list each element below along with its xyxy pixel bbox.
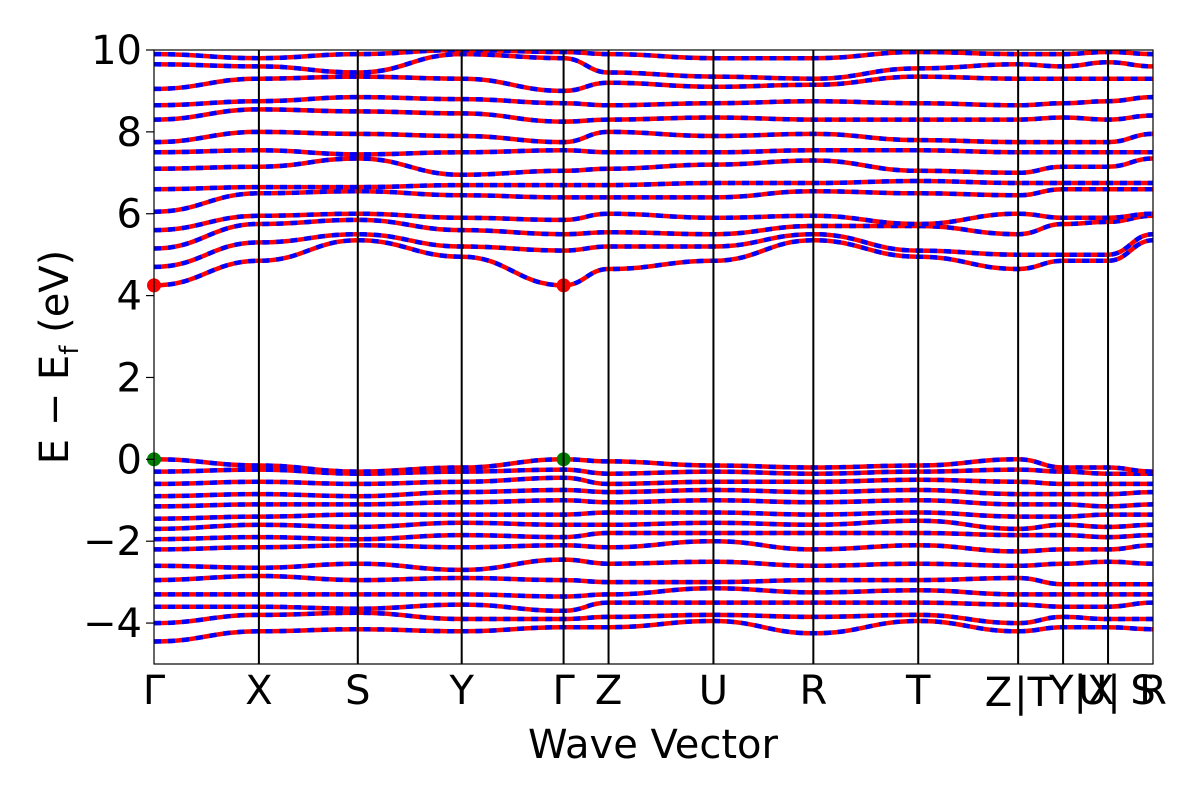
- band-line-blue-6: [154, 538, 1153, 554]
- band-line-blue-15: [154, 238, 1153, 288]
- y-axis-label-unit: (eV): [32, 250, 78, 346]
- y-tick-label: 10: [91, 28, 142, 74]
- y-tick-label: −4: [83, 601, 142, 647]
- kpath-label-0: Γ: [143, 668, 166, 714]
- kpath-label-9: Z: [985, 670, 1012, 716]
- band-line-blue-12: [154, 475, 1153, 487]
- band-line-blue-1: [154, 610, 1153, 626]
- band-line-blue-24: [154, 107, 1153, 124]
- band-line-red-1: [154, 610, 1153, 626]
- y-ticks-layer: −4 −2 0 2 4 6 8 10: [83, 28, 154, 647]
- band-line-blue-26: [154, 74, 1153, 94]
- kpath-label-14: R: [1139, 668, 1167, 714]
- band-line-blue-9: [154, 510, 1153, 521]
- y-axis-label-subscript: f: [55, 345, 85, 355]
- band-line-blue-17: [154, 213, 1153, 251]
- band-line-blue-8: [154, 518, 1153, 532]
- band-line-blue-20: [154, 178, 1153, 192]
- band-line-red-12: [154, 475, 1153, 487]
- band-line-blue-14: [154, 457, 1153, 474]
- band-line-blue-10: [154, 498, 1153, 509]
- band-line-red-26: [154, 74, 1153, 94]
- band-line-red-24: [154, 107, 1153, 124]
- band-line-red-18: [154, 211, 1153, 233]
- kpath-label-10: |T: [1014, 670, 1052, 716]
- kpath-label-2: S: [345, 668, 370, 714]
- kpath-label-6: U: [699, 668, 728, 714]
- band-line-blue-4: [154, 573, 1153, 587]
- bands-layer: [154, 50, 1153, 644]
- band-line-red-28: [154, 50, 1153, 61]
- y-tick-label: 6: [117, 192, 142, 238]
- band-line-red-20: [154, 178, 1153, 192]
- band-line-blue-25: [154, 94, 1153, 108]
- band-line-blue-23: [154, 129, 1153, 145]
- x-axis-label: Wave Vector: [528, 722, 779, 768]
- band-line-blue-3: [154, 586, 1153, 599]
- y-axis-label-main: E − E: [32, 355, 78, 465]
- band-line-red-2: [154, 600, 1153, 614]
- band-line-red-11: [154, 487, 1153, 499]
- band-line-red-6: [154, 538, 1153, 554]
- band-line-red-21: [154, 156, 1153, 178]
- x-labels-layer: Γ X S Y Γ Z U R T Z |TY|XU| SR: [143, 668, 1167, 716]
- band-line-red-25: [154, 94, 1153, 108]
- y-axis-label: E − Ef (eV): [32, 250, 85, 465]
- kpath-label-11: Y|X: [1048, 668, 1114, 714]
- y-tick-label: 8: [117, 110, 142, 156]
- kpath-label-7: R: [799, 668, 827, 714]
- kpath-label-12: U|: [1078, 668, 1121, 714]
- band-line-red-10: [154, 498, 1153, 509]
- y-tick-label: 4: [117, 274, 142, 320]
- plot-frame: [153, 49, 1154, 665]
- y-tick-label: 0: [117, 437, 142, 483]
- band-line-blue-7: [154, 530, 1153, 542]
- band-line-blue-22: [154, 148, 1153, 157]
- y-tick-label: 2: [117, 355, 142, 401]
- kpath-label-8: T: [905, 668, 931, 714]
- band-line-red-19: [154, 186, 1153, 214]
- band-line-blue-16: [154, 231, 1153, 270]
- band-line-blue-27: [154, 51, 1153, 81]
- kpath-label-13: S: [1130, 668, 1155, 714]
- band-line-red-23: [154, 129, 1153, 145]
- band-line-red-22: [154, 148, 1153, 157]
- band-line-red-7: [154, 530, 1153, 542]
- band-line-blue-28: [154, 50, 1153, 61]
- kpath-label-4: Γ: [552, 668, 575, 714]
- kpath-lines-layer: [257, 50, 1110, 664]
- band-line-blue-11: [154, 487, 1153, 499]
- kpath-label-3: Y: [448, 668, 474, 714]
- kpath-label-1: X: [245, 668, 272, 714]
- y-tick-label: −2: [83, 519, 142, 565]
- band-line-blue-2: [154, 600, 1153, 614]
- band-line-red-3: [154, 586, 1153, 599]
- band-line-blue-5: [154, 557, 1153, 573]
- band-line-red-5: [154, 557, 1153, 573]
- band-line-red-8: [154, 518, 1153, 532]
- kpath-label-5: Z: [595, 668, 622, 714]
- band-line-red-4: [154, 573, 1153, 587]
- band-line-blue-0: [154, 618, 1153, 644]
- band-line-red-9: [154, 510, 1153, 521]
